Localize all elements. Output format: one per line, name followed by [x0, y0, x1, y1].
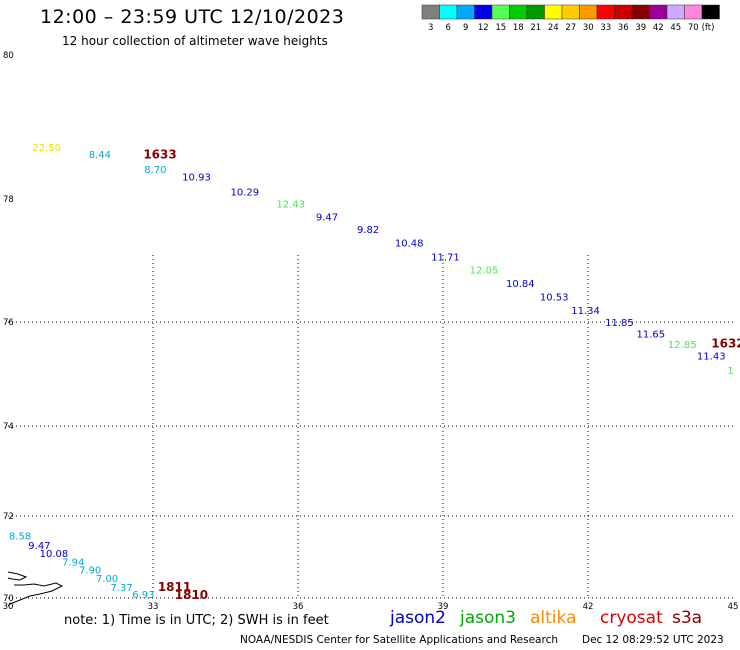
- wave-height-label: 8.44: [89, 150, 111, 161]
- lat-tick-label: 76: [3, 318, 14, 328]
- wave-height-label: 7.90: [79, 565, 101, 576]
- lon-tick-label: 42: [583, 602, 594, 612]
- time-label: 1811: [158, 580, 191, 594]
- satellite-label-cryosat: cryosat: [600, 608, 663, 628]
- legend-swatch: [701, 4, 720, 20]
- legend-swatch: [526, 4, 545, 20]
- time-label: 1632: [711, 336, 740, 350]
- wave-height-label: 6.93: [132, 590, 154, 601]
- wave-height-label: 12.85: [668, 340, 697, 351]
- coastline: [7, 571, 64, 607]
- legend-swatch: [631, 4, 650, 20]
- wave-height-label: 10.93: [182, 172, 211, 183]
- wave-height-label: 10.53: [540, 292, 569, 303]
- lon-tick-label: 45: [728, 602, 739, 612]
- legend-label: 3: [428, 23, 433, 33]
- legend-swatch: [456, 4, 475, 20]
- wave-height-label: 11.34: [571, 306, 600, 317]
- legend-label: 27: [565, 23, 576, 33]
- lon-tick-label: 36: [293, 602, 304, 612]
- time-label: 1633: [143, 148, 176, 162]
- legend-label: 12: [478, 23, 489, 33]
- wave-height-label: 9.82: [357, 225, 379, 236]
- wave-height-label: 10.08: [40, 549, 69, 560]
- legend-label: 6: [446, 23, 451, 33]
- legend-label: 24: [548, 23, 559, 33]
- legend-swatch: [666, 4, 685, 20]
- legend-swatch: [684, 4, 703, 20]
- lat-tick-label: 78: [3, 195, 14, 205]
- wave-height-label: 10.84: [506, 279, 535, 290]
- legend-swatch: [491, 4, 510, 20]
- legend-swatch: [474, 4, 493, 20]
- lat-tick-label: 70: [3, 594, 14, 604]
- wave-height-label: 11.43: [697, 351, 726, 362]
- wave-height-label: 7.37: [110, 583, 132, 594]
- wave-height-label: 10.29: [231, 187, 260, 198]
- lon-tick-label: 30: [3, 602, 14, 612]
- legend-label: 9: [463, 23, 468, 33]
- wave-height-label: 9.47: [316, 213, 338, 224]
- legend-label: 42: [653, 23, 664, 33]
- legend-label: 30: [583, 23, 594, 33]
- wave-height-label: 7.94: [62, 558, 84, 569]
- legend-label: 18: [513, 23, 524, 33]
- wave-height-label: 7.00: [96, 574, 118, 585]
- map-title: 12:00 – 23:59 UTC 12/10/2023: [40, 6, 345, 28]
- lon-tick-label: 33: [148, 602, 159, 612]
- legend-swatch: [614, 4, 633, 20]
- legend-swatch: [579, 4, 598, 20]
- satellite-label-altika: altika: [530, 608, 577, 628]
- wave-height-label: 9.47: [28, 541, 50, 552]
- wave-height-label: 8.70: [144, 165, 166, 176]
- legend-label: 33: [600, 23, 611, 33]
- legend-label: 15: [495, 23, 506, 33]
- legend-swatch: [544, 4, 563, 20]
- legend-label: 45: [670, 23, 681, 33]
- legend-swatch: [596, 4, 615, 20]
- legend-swatch: [439, 4, 458, 20]
- wave-height-label: 22.50: [32, 143, 61, 154]
- wave-height-label: 1: [727, 366, 733, 377]
- wave-height-label: 12.43: [276, 200, 305, 211]
- wave-height-label: 10.48: [395, 238, 424, 249]
- wave-height-label: 8.58: [9, 531, 31, 542]
- legend-unit: (ft): [702, 23, 715, 33]
- map-subtitle: 12 hour collection of altimeter wave hei…: [62, 34, 328, 48]
- legend-swatch: [649, 4, 668, 20]
- legend-swatch: [509, 4, 528, 20]
- satellite-label-s3a: s3a: [672, 608, 703, 628]
- lat-tick-label: 80: [3, 51, 14, 61]
- lat-tick-label: 74: [3, 422, 14, 432]
- footer-credit: NOAA/NESDIS Center for Satellite Applica…: [240, 634, 558, 646]
- satellite-label-jason2: jason2: [390, 608, 446, 628]
- legend-swatch: [421, 4, 440, 20]
- wave-height-label: 11.85: [605, 318, 634, 329]
- lat-tick-label: 72: [3, 512, 14, 522]
- footer-note: note: 1) Time is in UTC; 2) SWH is in fe…: [64, 613, 329, 628]
- satellite-label-jason3: jason3: [460, 608, 516, 628]
- wave-height-label: 12.05: [470, 265, 499, 276]
- legend-label: 21: [530, 23, 541, 33]
- legend-label: 70: [688, 23, 699, 33]
- wave-height-label: 11.71: [431, 253, 460, 264]
- legend-label: 36: [618, 23, 629, 33]
- lon-tick-label: 39: [438, 602, 449, 612]
- legend-swatch: [561, 4, 580, 20]
- legend-label: 39: [635, 23, 646, 33]
- wave-height-label: 11.65: [637, 330, 666, 341]
- time-label: 1810: [175, 588, 208, 602]
- footer-timestamp: Dec 12 08:29:52 UTC 2023: [582, 634, 724, 646]
